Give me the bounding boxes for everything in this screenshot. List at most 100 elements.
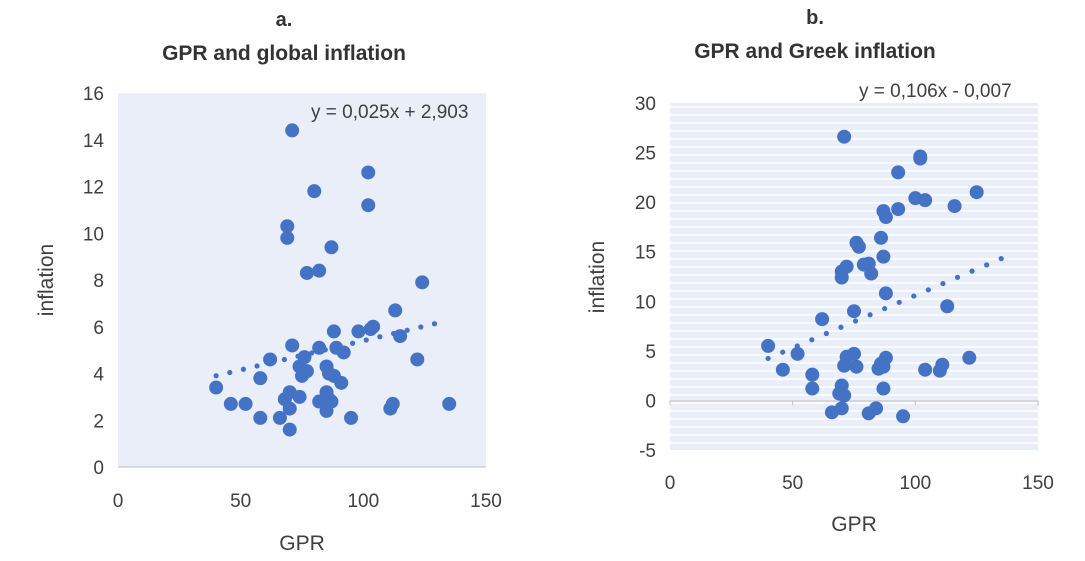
data-point — [223, 396, 238, 411]
trendline-dot — [350, 340, 356, 346]
trendline-dot — [969, 268, 975, 274]
data-point — [913, 151, 928, 166]
data-point — [876, 249, 891, 264]
chart-a-title: GPR and global inflation — [162, 42, 406, 65]
y-tick-label: 2 — [93, 411, 104, 432]
data-point — [962, 350, 977, 365]
data-point — [324, 240, 339, 255]
chart-a-trendline-equation: y = 0,025x + 2,903 — [311, 102, 468, 123]
data-point — [824, 405, 839, 420]
trendline-dot — [911, 293, 917, 299]
chart-b-trendline-equation: y = 0,106x - 0,007 — [859, 81, 1012, 102]
y-tick-label: 25 — [635, 144, 656, 165]
trendline-dot — [940, 280, 946, 287]
chart-b-plot-area — [670, 103, 1038, 450]
data-point — [891, 202, 906, 217]
data-point — [312, 340, 327, 355]
y-tick-label: 12 — [83, 178, 104, 199]
data-point — [805, 381, 820, 396]
chart-b-trendline — [765, 256, 1004, 362]
x-tick-label: 0 — [113, 491, 124, 512]
chart-b-y-ticks: -5 0 5 10 15 20 25 30 — [635, 94, 656, 462]
y-tick-label: 30 — [635, 94, 656, 115]
x-tick-label: 100 — [347, 491, 379, 512]
y-tick-label: 8 — [93, 271, 104, 292]
trendline-dot — [896, 299, 902, 305]
data-point — [834, 270, 849, 285]
y-tick-label: 15 — [635, 243, 656, 264]
data-point — [238, 396, 253, 411]
trendline-dot — [213, 373, 219, 379]
data-point — [969, 185, 984, 200]
data-point — [932, 363, 947, 378]
data-point — [363, 322, 378, 337]
data-point — [947, 199, 962, 214]
data-point — [815, 312, 830, 327]
data-point — [775, 362, 790, 377]
chart-b-equation-bg — [852, 80, 1040, 102]
trendline-dot — [418, 324, 424, 330]
chart-b-x-axis-title: GPR — [831, 513, 877, 536]
x-tick-label: 150 — [1022, 473, 1054, 494]
data-point — [285, 123, 300, 138]
trendline-dot — [867, 312, 873, 318]
data-point — [312, 263, 327, 278]
trendline-dot — [882, 305, 888, 312]
chart-b-x-ticks: 0 50 100 150 — [665, 400, 1054, 494]
chart-a-x-ticks: 0 50 100 150 — [113, 491, 502, 512]
chart-a-plot-area — [118, 93, 486, 467]
data-point — [307, 184, 322, 199]
chart-a-x-axis-title: GPR — [279, 532, 325, 555]
y-tick-label: 14 — [83, 131, 105, 152]
y-tick-label: 20 — [635, 193, 656, 214]
chart-b: b. GPR and Greek inflation -5 0 5 10 15 20 25 3… — [586, 7, 1054, 536]
data-point — [336, 345, 351, 360]
trendline-dot — [954, 274, 961, 280]
y-tick-label: 10 — [83, 224, 104, 245]
chart-a-points — [209, 123, 457, 437]
chart-a-y-axis-title: inflation — [35, 244, 58, 316]
data-point — [280, 219, 295, 234]
data-point — [319, 403, 334, 418]
x-tick-label: 150 — [470, 491, 502, 512]
trendline-dot — [780, 349, 786, 355]
data-point — [861, 406, 876, 421]
trendline-dot — [852, 318, 859, 324]
data-point — [837, 358, 852, 373]
data-point — [790, 346, 805, 361]
trendline-dot — [404, 327, 410, 333]
y-tick-label: -5 — [639, 441, 656, 462]
trendline-dot — [240, 366, 247, 372]
data-point — [891, 165, 906, 180]
data-point — [272, 410, 287, 425]
chart-b-panel-letter: b. — [806, 7, 824, 29]
data-point — [292, 389, 307, 404]
data-point — [285, 338, 300, 353]
data-point — [383, 401, 398, 416]
data-point — [918, 193, 933, 208]
data-point — [805, 367, 820, 382]
data-point — [878, 286, 893, 301]
trendline-dot — [765, 355, 771, 362]
y-tick-label: 0 — [645, 391, 656, 412]
trendline-dot — [984, 262, 990, 268]
trendline-dot — [363, 337, 369, 343]
data-point — [334, 375, 349, 390]
data-point — [876, 381, 891, 396]
trendline-dot — [998, 256, 1004, 262]
trendline-dot — [377, 334, 383, 340]
data-point — [280, 230, 295, 245]
data-point — [282, 422, 297, 437]
x-tick-label: 50 — [230, 491, 251, 512]
data-point — [299, 265, 314, 280]
trendline-dot — [823, 330, 830, 337]
chart-a: a. GPR and global inflation 0 2 4 6 8 10 12 14 1… — [35, 9, 502, 555]
data-point — [864, 266, 879, 281]
data-point — [873, 230, 888, 245]
data-point — [344, 410, 359, 425]
y-tick-label: 10 — [635, 292, 656, 313]
y-tick-label: 16 — [83, 84, 104, 105]
data-point — [253, 410, 268, 425]
chart-a-panel-letter: a. — [276, 9, 293, 31]
